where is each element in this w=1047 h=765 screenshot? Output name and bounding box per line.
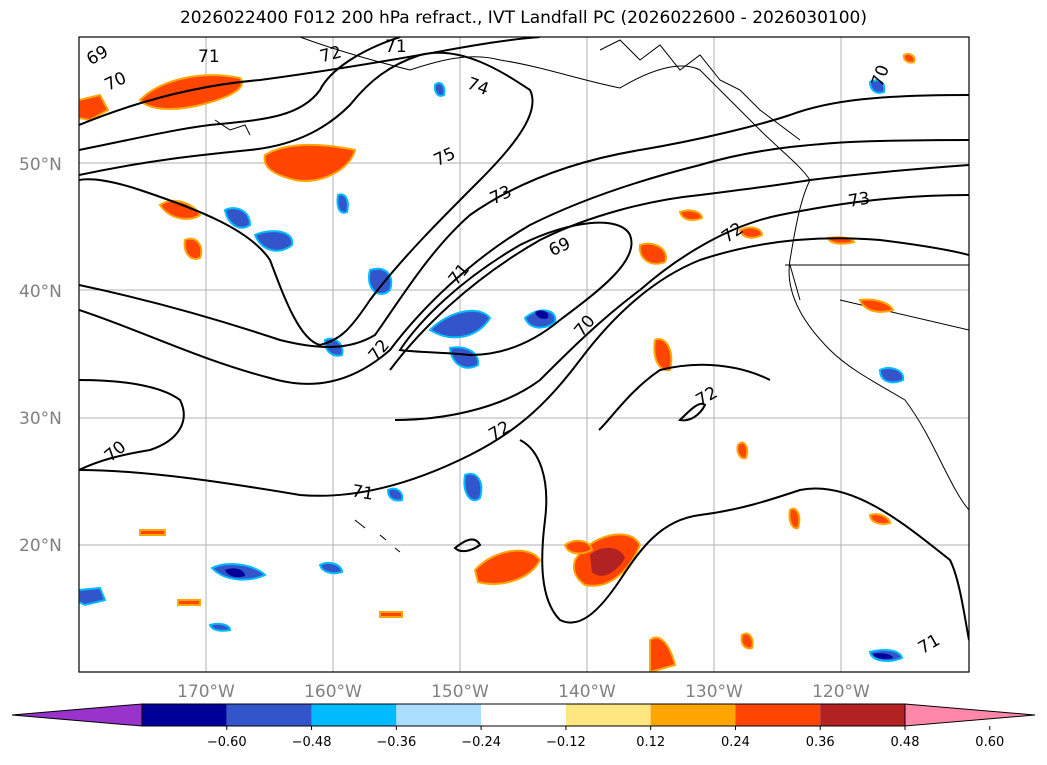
map-frame	[78, 36, 970, 673]
contour-label: 73	[847, 188, 872, 211]
colorbar: −0.60 −0.48 −0.36 −0.24 −0.12 0.12 0.24 0.36 0.4…	[11, 703, 1036, 750]
colorbar-tick-label: 0.60	[975, 735, 1004, 750]
colorbar-tick-label: 0.36	[806, 735, 835, 750]
colorbar-segment	[396, 704, 482, 726]
colorbar-tick-label: −0.36	[376, 735, 416, 750]
colorbar-segment	[565, 704, 651, 726]
colorbar-extension-high	[904, 703, 1036, 727]
positive-anomalies	[79, 52, 916, 672]
coastlines	[214, 37, 969, 553]
lon-label: 150°W	[431, 682, 489, 702]
colorbar-segment	[226, 704, 312, 726]
lat-label: 20°N	[19, 536, 62, 556]
contour-label: 71	[198, 47, 220, 67]
contour-label: 71	[385, 37, 407, 57]
lon-label: 140°W	[558, 682, 616, 702]
colorbar-segment	[650, 704, 736, 726]
colorbar-segment	[481, 704, 566, 726]
colorbar-tick-label: −0.48	[292, 735, 332, 750]
contour-label: 71	[350, 481, 375, 504]
lon-label: 160°W	[304, 682, 362, 702]
refractivity-contours	[79, 37, 969, 641]
colorbar-segment	[735, 704, 821, 726]
lat-label: 30°N	[19, 409, 62, 429]
lon-label: 120°W	[812, 682, 870, 702]
longitude-labels: 170°W 160°W 150°W 140°W 130°W 120°W	[177, 682, 870, 702]
map-title: 2026022400 F012 200 hPa refract., IVT La…	[179, 8, 867, 28]
lat-label: 50°N	[19, 155, 62, 175]
colorbar-tick-label: −0.24	[461, 735, 501, 750]
colorbar-tick-label: 0.48	[891, 735, 920, 750]
lon-label: 170°W	[177, 682, 235, 702]
colorbar-segment	[820, 704, 905, 726]
colorbar-tick-label: −0.12	[546, 735, 586, 750]
colorbar-segment	[311, 704, 397, 726]
colorbar-outline	[141, 703, 906, 727]
lat-label: 40°N	[19, 282, 62, 302]
colorbar-tick-label: −0.60	[207, 735, 247, 750]
latitude-labels: 50°N 40°N 30°N 20°N	[19, 155, 62, 556]
colorbar-extension-low	[11, 703, 143, 727]
colorbar-segment	[142, 704, 227, 726]
colorbar-tick-label: 0.24	[721, 735, 750, 750]
map-panel: 69 70 71 72 71 74 75 73 71 72 69 70 72 7…	[79, 37, 969, 672]
negative-anomalies	[79, 79, 905, 662]
lon-label: 130°W	[685, 682, 743, 702]
colorbar-tick-label: 0.12	[636, 735, 665, 750]
